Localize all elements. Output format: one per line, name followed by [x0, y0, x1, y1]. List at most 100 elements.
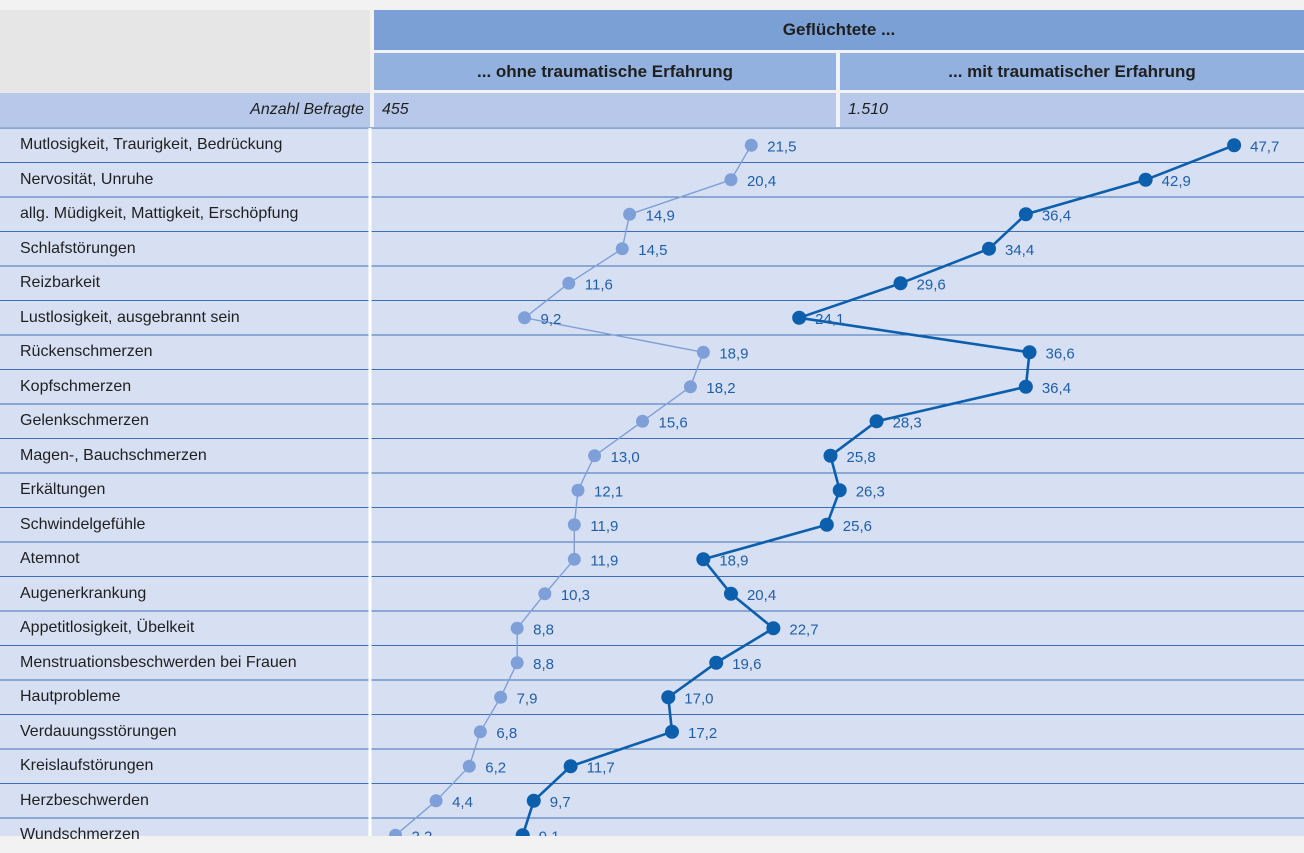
- data-label: 34,4: [1005, 242, 1034, 259]
- data-label: 11,6: [585, 276, 613, 293]
- data-label: 10,3: [561, 587, 590, 604]
- data-point: [1138, 172, 1153, 187]
- data-label: 14,5: [638, 242, 667, 259]
- data-point: [538, 587, 552, 601]
- header-col1-bg: [374, 53, 836, 90]
- data-label: 36,4: [1042, 207, 1071, 224]
- row-label: Gelenkschmerzen: [20, 412, 149, 429]
- row-label: Nervosität, Unruhe: [20, 170, 154, 188]
- count-label: Anzahl Befragte: [250, 101, 364, 118]
- data-label: 17,2: [688, 725, 717, 742]
- data-point: [683, 380, 697, 394]
- data-label: 2,2: [412, 828, 433, 836]
- data-point: [696, 552, 711, 567]
- data-point: [981, 241, 996, 256]
- data-point: [567, 552, 581, 566]
- data-point: [462, 759, 476, 773]
- data-label: 7,9: [517, 690, 538, 707]
- row-label: Kreislaufstörungen: [20, 757, 154, 774]
- data-label: 20,4: [747, 587, 776, 604]
- data-point: [664, 724, 679, 739]
- data-label: 4,4: [452, 794, 473, 811]
- data-point: [562, 276, 576, 290]
- row-label: Rückenschmerzen: [20, 343, 153, 360]
- data-label: 25,6: [843, 518, 872, 535]
- data-point: [571, 483, 585, 497]
- data-label: 6,8: [496, 725, 517, 742]
- data-label: 42,9: [1162, 173, 1191, 190]
- data-point: [1022, 345, 1037, 360]
- data-point: [766, 621, 781, 636]
- row-label: Magen-, Bauchschmerzen: [20, 446, 207, 464]
- data-point: [567, 518, 581, 532]
- data-label: 13,0: [611, 449, 640, 466]
- row-label: Menstruationsbeschwerden bei Frauen: [20, 653, 297, 671]
- data-label: 25,8: [846, 449, 875, 466]
- data-point: [518, 311, 532, 325]
- data-label: 11,7: [587, 759, 615, 776]
- data-point: [588, 449, 602, 463]
- data-label: 19,6: [732, 656, 761, 673]
- data-point: [792, 310, 807, 325]
- row-label: Augenerkrankung: [20, 584, 147, 602]
- data-point: [823, 448, 838, 463]
- data-point: [623, 207, 637, 221]
- data-point: [869, 414, 884, 429]
- data-point: [893, 276, 908, 291]
- data-label: 15,6: [659, 414, 688, 431]
- row-label: Atemnot: [20, 550, 80, 567]
- data-point: [510, 621, 524, 635]
- data-point: [473, 725, 487, 739]
- row-label: Kopfschmerzen: [20, 377, 132, 395]
- data-label: 9,1: [539, 828, 560, 836]
- data-label: 9,2: [541, 311, 562, 328]
- data-point: [724, 173, 738, 187]
- data-label: 36,6: [1046, 345, 1075, 362]
- row-label: Appetitlosigkeit, Übelkeit: [20, 619, 195, 636]
- data-point: [661, 690, 676, 705]
- data-label: 18,9: [719, 552, 748, 569]
- count-row-col2-bg: [840, 93, 1304, 127]
- data-point: [1018, 207, 1033, 222]
- row-label: Reizbarkeit: [20, 274, 101, 291]
- row-label: Verdauungsstörungen: [20, 722, 177, 740]
- row-label: Schlafstörungen: [20, 239, 136, 257]
- data-label: 8,8: [533, 621, 554, 638]
- col1-title: ... ohne traumatische Erfahrung: [477, 62, 733, 81]
- row-label: Lustlosigkeit, ausgebrannt sein: [20, 308, 240, 326]
- data-point: [615, 242, 629, 256]
- data-point: [832, 483, 847, 498]
- col2-title: ... mit traumatischer Erfahrung: [948, 62, 1196, 81]
- data-point: [819, 517, 834, 532]
- data-label: 17,0: [684, 690, 713, 707]
- data-label: 21,5: [767, 138, 796, 155]
- header-group-bg: [374, 10, 1304, 50]
- row-label: Erkältungen: [20, 481, 106, 498]
- row-label: Herzbeschwerden: [20, 791, 149, 809]
- data-point: [510, 656, 524, 670]
- row-label: Mutlosigkeit, Traurigkeit, Bedrückung: [20, 136, 283, 153]
- row-label: Hautprobleme: [20, 688, 121, 705]
- rows-bg: [0, 128, 1304, 836]
- count-row-col1-bg: [374, 93, 836, 127]
- data-label: 20,4: [747, 173, 776, 190]
- header-col2-bg: [840, 53, 1304, 90]
- data-label: 9,7: [550, 794, 571, 811]
- data-point: [1018, 379, 1033, 394]
- data-label: 8,8: [533, 656, 554, 673]
- data-label: 36,4: [1042, 380, 1071, 397]
- data-label: 26,3: [856, 483, 885, 500]
- data-point: [526, 793, 541, 808]
- data-label: 12,1: [594, 483, 623, 500]
- data-label: 14,9: [646, 207, 675, 224]
- data-point: [494, 690, 508, 704]
- data-label: 11,9: [590, 552, 618, 569]
- group-title: Geflüchtete ...: [782, 20, 896, 39]
- data-label: 24,1: [815, 311, 844, 328]
- data-label: 6,2: [485, 759, 506, 776]
- col2-count: 1.510: [848, 101, 889, 118]
- data-label: 18,2: [706, 380, 735, 397]
- row-label: Wundschmerzen: [20, 826, 140, 843]
